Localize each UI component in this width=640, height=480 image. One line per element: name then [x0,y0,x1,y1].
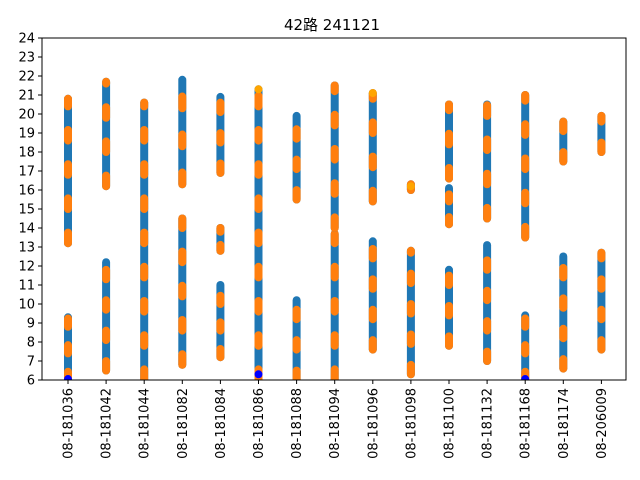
y-tick-label: 19 [18,127,35,142]
x-axis: 08-181036 08-181042 08-181044 08-181082 08-1… [62,380,610,459]
x-tick-label: 08-181096 [366,388,381,459]
x-tick-label: 08-181098 [404,388,419,459]
y-tick-label: 14 [18,222,35,237]
x-tick-label: 08-181094 [328,388,343,459]
y-tick-label: 7 [27,355,35,370]
x-tick-label: 08-181168 [519,388,534,459]
y-tick-label: 24 [18,32,35,47]
highlight-point [254,370,263,379]
y-tick-label: 8 [27,336,35,351]
highlight-point [368,89,377,98]
x-tick-label: 08-181042 [100,388,115,459]
highlight-point [406,182,415,191]
y-tick-label: 22 [18,70,35,85]
x-tick-label: 08-181174 [557,388,572,459]
chart-title: 42路 241121 [284,16,380,34]
y-tick-label: 23 [18,51,35,66]
y-axis: 6 7 8 9 10 11 12 13 14 15 16 17 18 19 20 21 22 23 24 [18,32,42,389]
x-tick-label: 08-181036 [62,388,77,459]
y-tick-label: 6 [27,374,35,389]
y-tick-label: 13 [18,241,35,256]
y-tick-label: 18 [18,146,35,161]
y-tick-label: 17 [18,165,35,180]
x-tick-label: 08-206009 [595,388,610,459]
highlight-point [254,85,263,94]
y-tick-label: 11 [18,279,35,294]
chart-marks [64,75,606,380]
y-tick-label: 12 [18,260,35,275]
y-tick-label: 21 [18,89,35,104]
x-tick-label: 08-181084 [214,388,229,459]
y-tick-label: 10 [18,298,35,313]
y-tick-label: 20 [18,108,35,123]
x-tick-label: 08-181086 [252,388,267,459]
highlight-point [521,375,530,380]
x-tick-label: 08-181082 [176,388,191,459]
highlight-point [64,375,72,380]
y-tick-label: 16 [18,184,35,199]
x-tick-label: 08-181044 [138,388,153,459]
x-tick-label: 08-181100 [443,388,458,459]
y-tick-label: 15 [18,203,35,218]
x-tick-label: 08-181088 [290,388,305,459]
y-tick-label: 9 [27,317,35,332]
x-tick-label: 08-181132 [481,388,496,459]
